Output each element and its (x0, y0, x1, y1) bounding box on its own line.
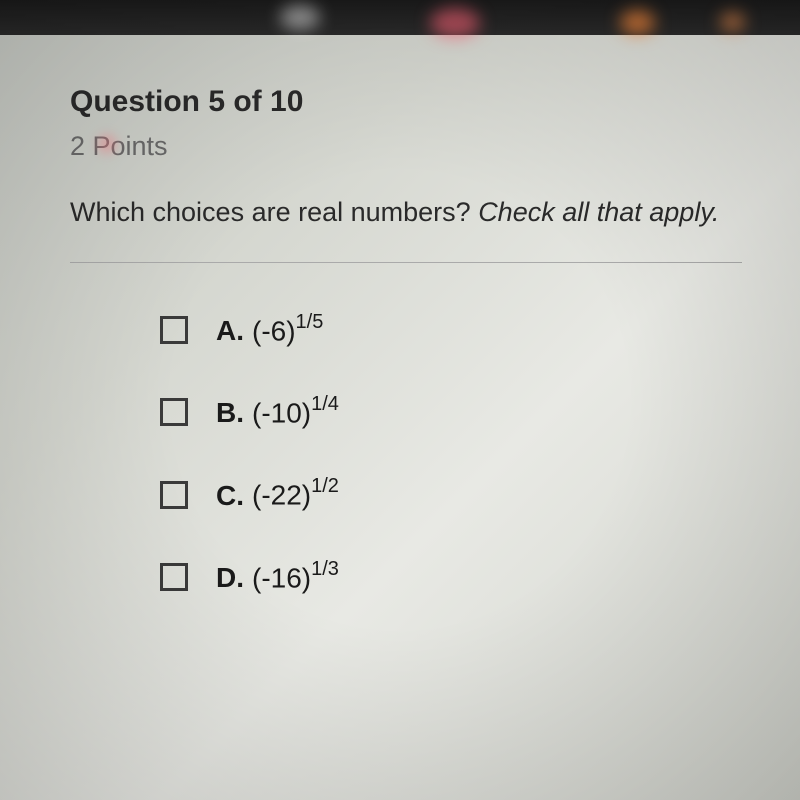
points-label: 2 Points (70, 131, 742, 162)
option-base: (-16) (252, 562, 311, 593)
option-base: (-6) (252, 315, 296, 346)
option-exponent: 1/5 (296, 311, 324, 333)
checkbox-b[interactable] (160, 398, 188, 426)
window-top-bar (0, 0, 800, 35)
screen-glare (430, 8, 480, 38)
question-number-heading: Question 5 of 10 (70, 85, 742, 119)
question-prompt: Which choices are real numbers? Check al… (70, 194, 742, 232)
option-letter: C. (216, 480, 244, 511)
option-base: (-22) (252, 480, 311, 511)
divider (70, 262, 742, 263)
option-letter: A. (216, 315, 244, 346)
question-content: Question 5 of 10 2 Points Which choices … (0, 35, 800, 682)
screen-glare (720, 12, 745, 32)
checkbox-d[interactable] (160, 563, 188, 591)
question-prompt-text: Which choices are real numbers? (70, 197, 478, 227)
option-b[interactable]: B. (-10)1/4 (160, 395, 742, 429)
option-d[interactable]: D. (-16)1/3 (160, 560, 742, 594)
screen-glare (280, 5, 320, 30)
checkbox-a[interactable] (160, 316, 188, 344)
question-instruction: Check all that apply. (478, 197, 719, 227)
option-exponent: 1/2 (311, 475, 339, 497)
option-d-label: D. (-16)1/3 (216, 560, 339, 594)
option-exponent: 1/3 (311, 558, 339, 580)
option-c-label: C. (-22)1/2 (216, 477, 339, 511)
screen-glare (620, 10, 655, 35)
option-c[interactable]: C. (-22)1/2 (160, 477, 742, 511)
checkbox-c[interactable] (160, 481, 188, 509)
option-a-label: A. (-6)1/5 (216, 313, 323, 347)
options-list: A. (-6)1/5 B. (-10)1/4 C. (-22)1/2 D. (-16)1… (70, 313, 742, 594)
option-exponent: 1/4 (311, 393, 339, 415)
option-base: (-10) (252, 397, 311, 428)
option-b-label: B. (-10)1/4 (216, 395, 339, 429)
option-a[interactable]: A. (-6)1/5 (160, 313, 742, 347)
option-letter: D. (216, 562, 244, 593)
option-letter: B. (216, 397, 244, 428)
screen-glare (92, 129, 122, 159)
